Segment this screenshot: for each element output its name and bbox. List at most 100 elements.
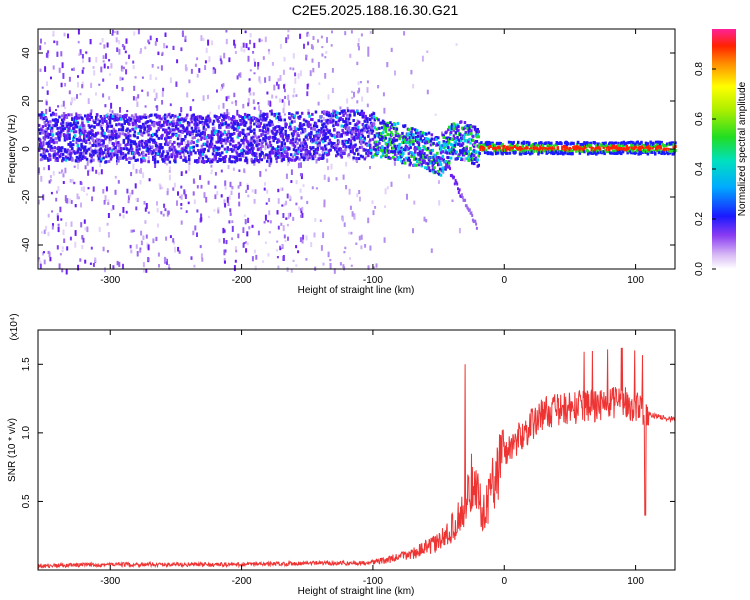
band-pixel <box>118 149 121 153</box>
noise-speck <box>234 246 237 250</box>
band-pixel <box>88 125 92 129</box>
band-pixel <box>217 136 220 140</box>
band-pixel <box>146 120 149 124</box>
band-pixel <box>420 164 423 168</box>
noise-speck <box>161 100 164 105</box>
band-pixel <box>408 136 411 140</box>
noise-speck <box>360 33 363 37</box>
band-pixel <box>340 133 343 137</box>
band-pixel <box>270 120 274 124</box>
band-pixel <box>55 132 58 136</box>
band-pixel <box>489 145 492 148</box>
noise-speck <box>253 42 256 49</box>
noise-speck <box>61 246 64 250</box>
band-pixel <box>264 134 267 138</box>
band-pixel <box>447 156 450 160</box>
band-pixel <box>119 150 123 154</box>
band-pixel <box>97 157 101 160</box>
band-pixel <box>175 125 178 128</box>
noise-speck <box>292 94 295 98</box>
band-pixel <box>565 146 569 150</box>
band-pixel <box>315 151 319 155</box>
band-pixel <box>85 157 89 161</box>
band-pixel <box>193 122 196 126</box>
band-pixel <box>235 158 239 162</box>
snr-xlabel: Height of straight line (km) <box>298 586 415 597</box>
band-pixel <box>270 129 274 133</box>
band-pixel <box>197 126 200 130</box>
noise-speck <box>139 247 142 250</box>
band-pixel <box>641 143 644 147</box>
band-pixel <box>265 136 268 140</box>
band-pixel <box>289 117 292 121</box>
band-pixel <box>89 136 92 140</box>
noise-speck <box>281 132 284 135</box>
band-pixel <box>346 120 350 124</box>
band-pixel <box>345 117 348 121</box>
noise-speck <box>277 188 280 193</box>
band-pixel <box>262 112 265 116</box>
band-pixel <box>457 191 460 194</box>
band-pixel <box>393 139 397 143</box>
band-pixel <box>45 119 48 123</box>
band-pixel <box>118 134 121 138</box>
band-pixel <box>254 141 257 144</box>
snr-frame <box>37 329 676 571</box>
noise-speck <box>273 84 276 91</box>
noise-speck <box>365 155 368 159</box>
noise-speck <box>57 105 60 108</box>
noise-speck <box>356 61 359 66</box>
band-pixel <box>397 147 400 151</box>
band-pixel <box>336 142 340 146</box>
band-pixel <box>588 151 592 155</box>
band-pixel <box>161 123 164 127</box>
noise-speck <box>68 90 71 95</box>
noise-speck <box>153 88 156 93</box>
band-pixel <box>609 151 613 155</box>
band-pixel <box>221 144 224 148</box>
noise-speck <box>283 113 286 116</box>
band-pixel <box>426 146 430 150</box>
band-pixel <box>87 138 91 141</box>
band-pixel <box>366 144 369 147</box>
band-pixel <box>465 157 468 161</box>
noise-speck <box>48 251 51 258</box>
band-pixel <box>369 146 372 150</box>
band-pixel <box>83 135 86 138</box>
band-pixel <box>182 138 185 142</box>
noise-speck <box>330 163 333 170</box>
band-pixel <box>278 112 281 116</box>
band-pixel <box>460 158 464 162</box>
noise-speck <box>163 43 166 49</box>
band-pixel <box>42 117 46 120</box>
noise-speck <box>327 251 330 258</box>
band-pixel <box>412 142 415 146</box>
band-pixel <box>146 146 149 150</box>
noise-speck <box>231 237 234 241</box>
band-pixel <box>178 113 182 117</box>
noise-speck <box>293 88 296 94</box>
noise-speck <box>282 69 285 75</box>
band-pixel <box>291 137 295 141</box>
noise-speck <box>58 263 61 270</box>
noise-speck <box>243 143 246 148</box>
band-pixel <box>61 152 65 156</box>
band-pixel <box>136 136 139 140</box>
noise-speck <box>125 61 128 65</box>
noise-speck <box>210 172 213 175</box>
noise-speck <box>64 82 67 87</box>
noise-speck <box>441 131 443 136</box>
noise-speck <box>234 259 237 263</box>
band-pixel <box>471 214 474 217</box>
band-pixel <box>114 115 117 119</box>
band-pixel <box>439 163 443 167</box>
band-pixel <box>202 159 206 163</box>
band-pixel <box>324 151 328 155</box>
band-pixel <box>48 124 51 128</box>
band-pixel <box>231 118 234 122</box>
band-pixel <box>71 147 74 150</box>
noise-speck <box>264 36 267 43</box>
band-pixel <box>81 121 84 125</box>
band-pixel <box>323 137 326 140</box>
band-pixel <box>261 151 264 155</box>
